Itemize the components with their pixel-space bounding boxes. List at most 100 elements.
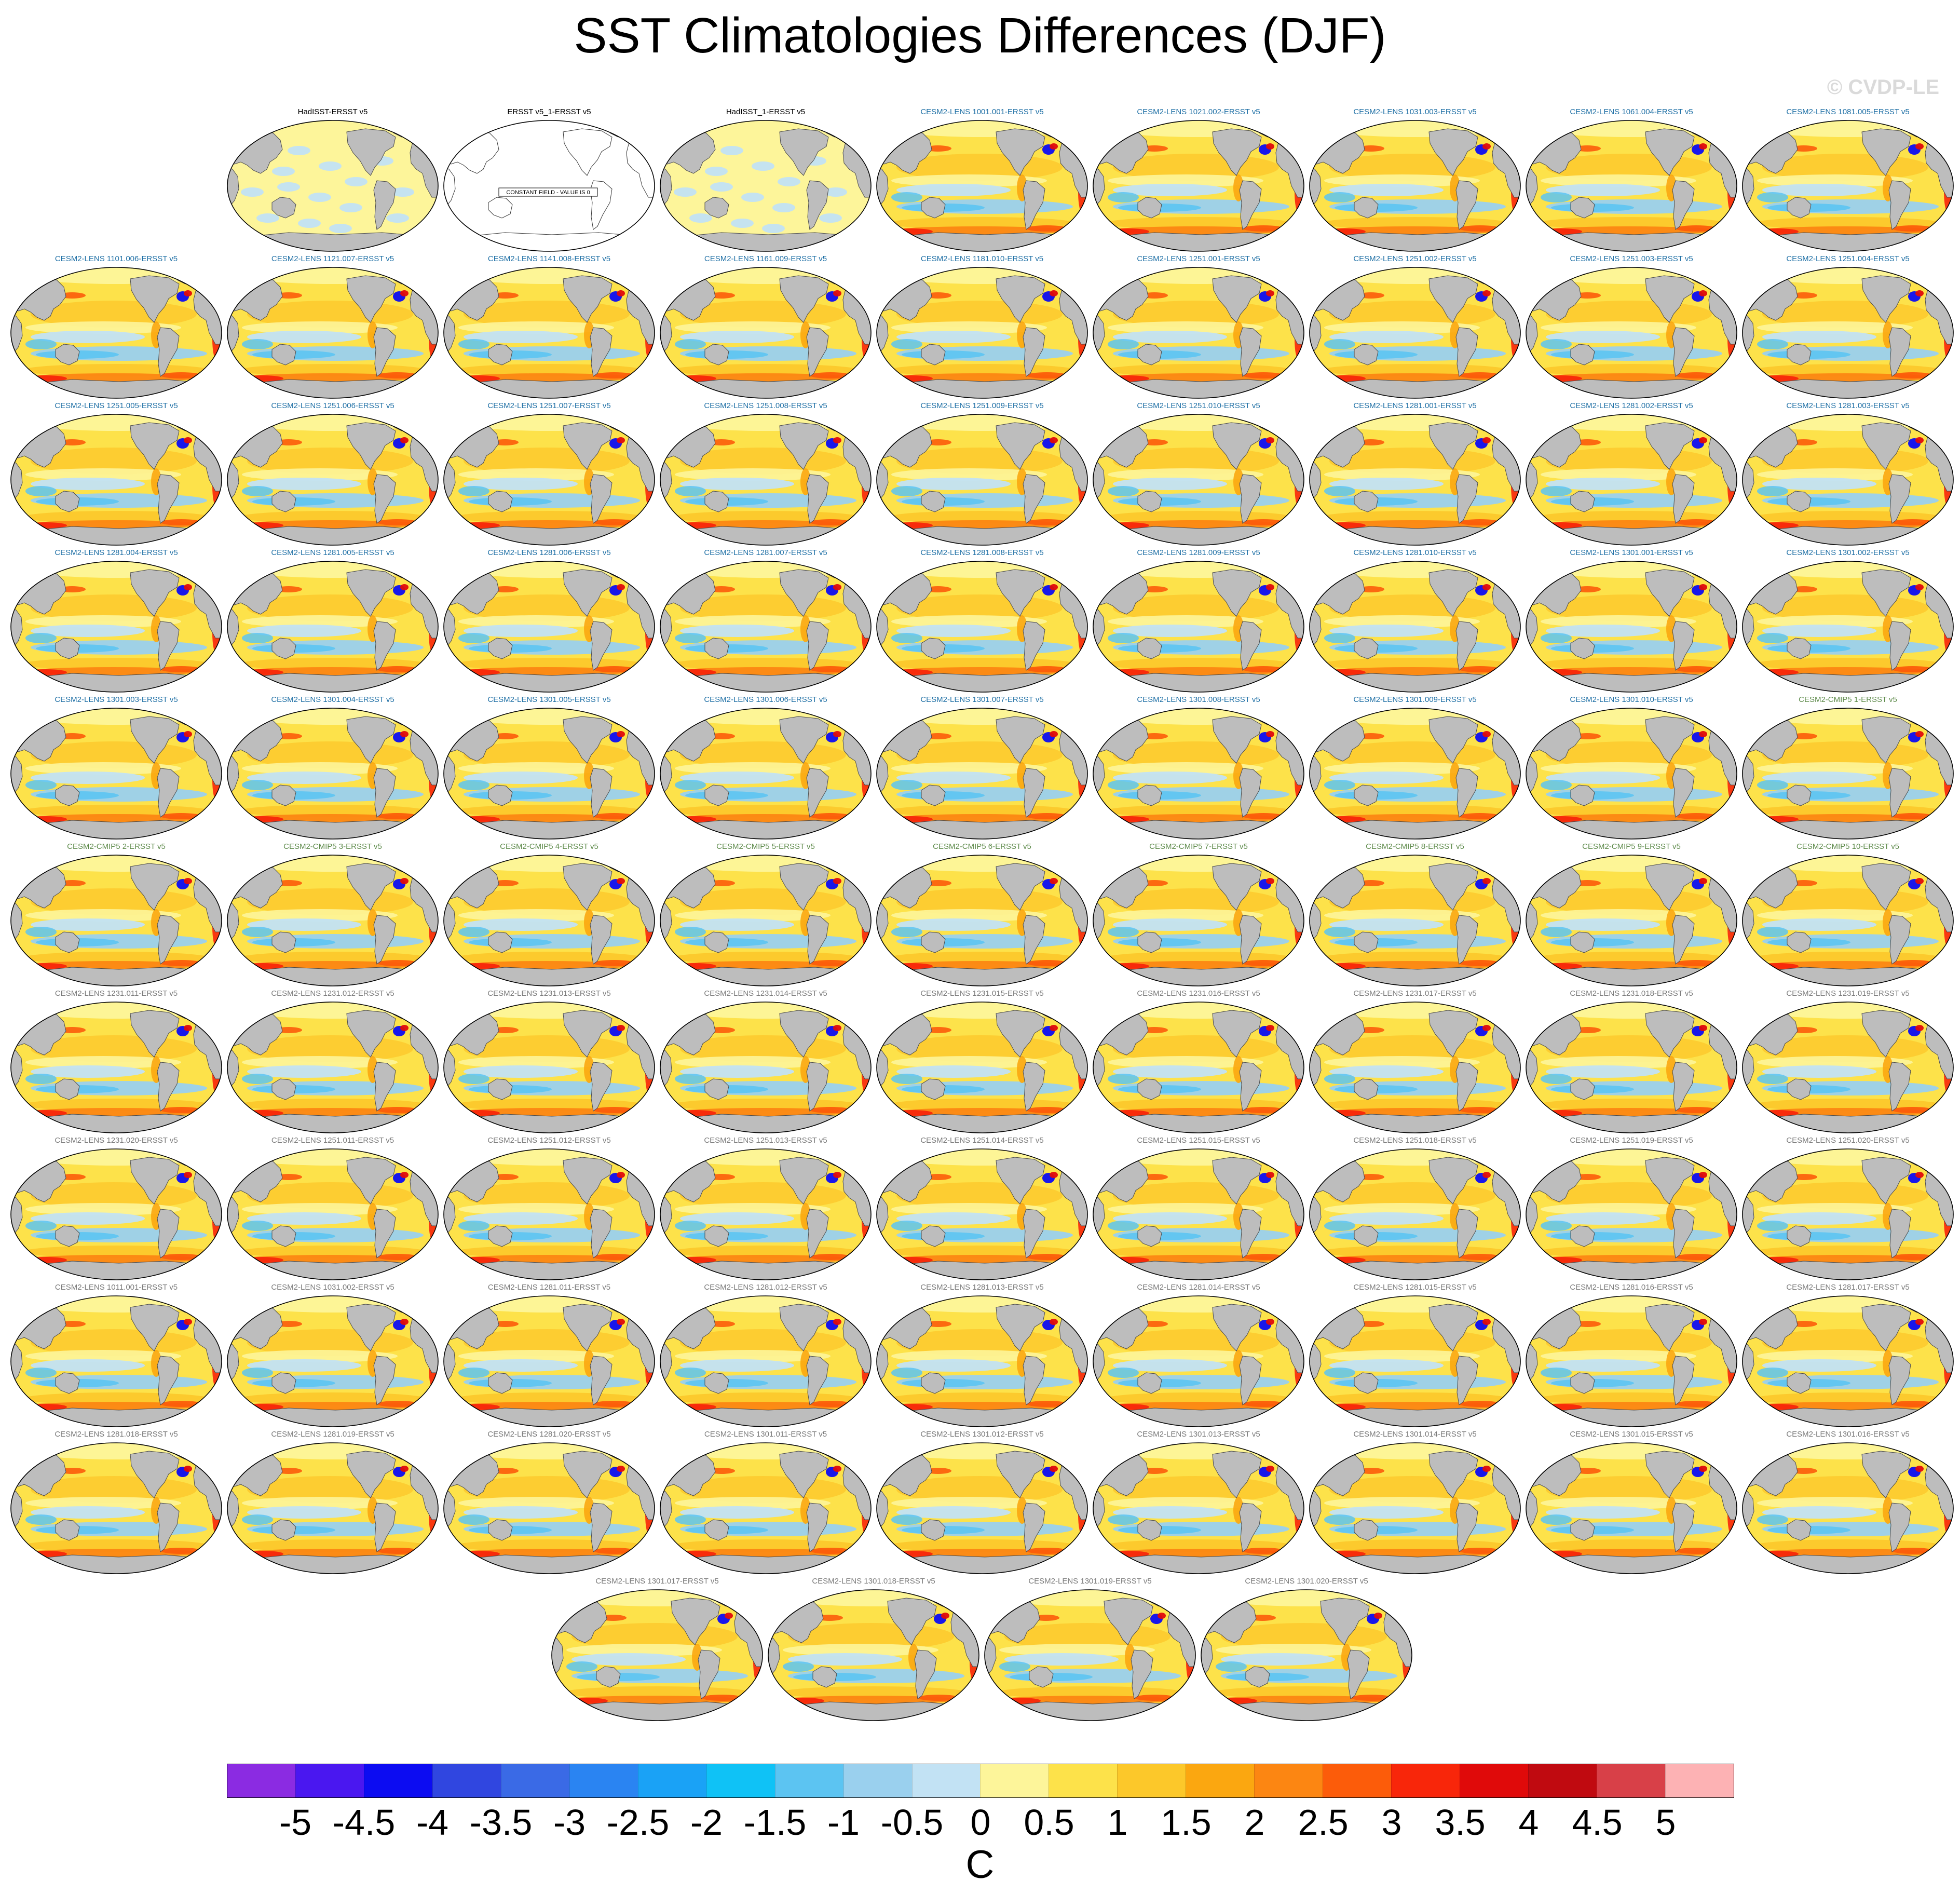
map-panel: CESM2-LENS 1301.001-ERSST v5 [1523,548,1739,695]
panel-title: CESM2-LENS 1251.005-ERSST v5 [55,401,178,410]
sst-difference-map [1201,1589,1412,1721]
sst-difference-map [876,1442,1088,1574]
map-panel: CESM2-CMIP5 1-ERSST v5 [1740,695,1956,842]
panel-title: CESM2-LENS 1161.009-ERSST v5 [704,254,827,263]
map-panel: CESM2-CMIP5 2-ERSST v5 [8,842,224,989]
panel-title: CESM2-LENS 1281.008-ERSST v5 [920,548,1044,557]
map-panel: CESM2-LENS 1301.003-ERSST v5 [8,695,224,842]
panel-title: CESM2-LENS 1011.001-ERSST v5 [55,1283,178,1292]
map-panel: CESM2-LENS 1251.003-ERSST v5 [1523,254,1739,401]
colorbar-tick-label: -5 [279,1802,312,1843]
colorbar-tick-label: -2.5 [606,1802,670,1843]
sst-difference-map [443,561,655,693]
map-panel: CESM2-LENS 1281.010-ERSST v5 [1307,548,1523,695]
colorbar-swatch [1049,1764,1118,1797]
map-panel: CESM2-LENS 1251.001-ERSST v5 [1091,254,1306,401]
map-panel: CESM2-LENS 1301.019-ERSST v5 [982,1576,1198,1724]
sst-difference-map [1742,1002,1954,1133]
panel-title: CESM2-CMIP5 3-ERSST v5 [283,842,382,851]
sst-difference-map [1526,120,1737,252]
panel-title: CESM2-LENS 1251.014-ERSST v5 [920,1136,1044,1145]
panel-title: CESM2-LENS 1121.007-ERSST v5 [271,254,394,263]
sst-difference-map [984,1589,1196,1721]
panel-title: CESM2-LENS 1251.008-ERSST v5 [704,401,827,410]
map-panel: CESM2-LENS 1301.007-ERSST v5 [874,695,1090,842]
panel-title: CESM2-CMIP5 8-ERSST v5 [1366,842,1464,851]
map-panel: CESM2-LENS 1031.002-ERSST v5 [225,1282,441,1430]
colorbar-tick-label: 0 [970,1802,991,1843]
sst-difference-map [227,1442,439,1574]
panel-title: CESM2-LENS 1301.004-ERSST v5 [271,695,394,704]
sst-difference-map [660,855,872,986]
panel-title: CESM2-LENS 1061.004-ERSST v5 [1570,107,1693,116]
map-panel: CESM2-LENS 1281.011-ERSST v5 [441,1282,657,1430]
sst-difference-map [1526,1148,1737,1280]
map-panel: CESM2-LENS 1181.010-ERSST v5 [874,254,1090,401]
colorbar-swatch [1117,1764,1186,1797]
colorbar-swatch [1186,1764,1255,1797]
map-panel: CESM2-LENS 1301.008-ERSST v5 [1091,695,1306,842]
sst-difference-map [876,267,1088,399]
map-panel: CESM2-LENS 1231.020-ERSST v5 [8,1135,224,1283]
map-panel: CESM2-LENS 1281.014-ERSST v5 [1091,1282,1306,1430]
colorbar-swatch [295,1764,364,1797]
sst-difference-map [660,561,872,693]
panel-title: CESM2-LENS 1301.018-ERSST v5 [812,1577,935,1586]
panel-title: CESM2-LENS 1251.009-ERSST v5 [920,401,1044,410]
map-panel: CESM2-LENS 1231.013-ERSST v5 [441,989,657,1136]
map-panel: CESM2-LENS 1121.007-ERSST v5 [225,254,441,401]
panel-title: CESM2-LENS 1251.020-ERSST v5 [1786,1136,1910,1145]
map-panel: CESM2-LENS 1231.017-ERSST v5 [1307,989,1523,1136]
colorbar-tick-label: 3.5 [1435,1802,1486,1843]
sst-difference-map [10,1295,222,1427]
panel-title: CESM2-LENS 1301.007-ERSST v5 [920,695,1044,704]
panel-title: CESM2-LENS 1231.015-ERSST v5 [920,989,1044,998]
panel-title: CESM2-LENS 1301.003-ERSST v5 [55,695,178,704]
panel-title: CESM2-LENS 1251.011-ERSST v5 [271,1136,394,1145]
map-panel: CESM2-LENS 1281.015-ERSST v5 [1307,1282,1523,1430]
panel-title: CESM2-LENS 1081.005-ERSST v5 [1786,107,1910,116]
panel-title: CESM2-LENS 1231.012-ERSST v5 [271,989,394,998]
svg-text:CONSTANT FIELD - VALUE IS 0: CONSTANT FIELD - VALUE IS 0 [506,190,590,196]
map-panel: CESM2-LENS 1301.014-ERSST v5 [1307,1429,1523,1577]
map-panel: CESM2-LENS 1281.017-ERSST v5 [1740,1282,1956,1430]
sst-difference-map [551,1589,763,1721]
sst-difference-map [227,120,439,252]
panel-title: ERSST v5_1-ERSST v5 [507,107,591,116]
map-panel: HadISST-ERSST v5 [225,107,441,254]
map-panel: CESM2-CMIP5 7-ERSST v5 [1091,842,1306,989]
map-panel: CESM2-LENS 1281.002-ERSST v5 [1523,401,1739,548]
map-panel: CESM2-LENS 1301.006-ERSST v5 [658,695,874,842]
sst-difference-map [660,1002,872,1133]
sst-difference-map [227,561,439,693]
sst-difference-map [1742,267,1954,399]
sst-difference-map [1093,1148,1304,1280]
panel-title: CESM2-LENS 1251.004-ERSST v5 [1786,254,1910,263]
map-panel: CESM2-LENS 1301.020-ERSST v5 [1199,1576,1414,1724]
panel-title: CESM2-LENS 1281.006-ERSST v5 [487,548,611,557]
colorbar-swatch [432,1764,501,1797]
sst-difference-map [876,414,1088,546]
sst-difference-map [443,1295,655,1427]
sst-difference-map: CONSTANT FIELD - VALUE IS 0 [443,120,655,252]
sst-difference-map [1309,120,1521,252]
sst-difference-map [227,855,439,986]
map-panel: CESM2-LENS 1281.005-ERSST v5 [225,548,441,695]
panel-title: CESM2-LENS 1281.004-ERSST v5 [55,548,178,557]
map-panel: CESM2-LENS 1161.009-ERSST v5 [658,254,874,401]
sst-difference-map [443,267,655,399]
panel-title: CESM2-LENS 1231.013-ERSST v5 [487,989,611,998]
panel-title: CESM2-LENS 1251.001-ERSST v5 [1137,254,1260,263]
map-panel: CESM2-LENS 1301.018-ERSST v5 [766,1576,982,1724]
sst-difference-map [1309,1442,1521,1574]
map-panel: CESM2-CMIP5 8-ERSST v5 [1307,842,1523,989]
sst-difference-map [1309,561,1521,693]
panel-title: CESM2-CMIP5 7-ERSST v5 [1149,842,1248,851]
sst-difference-map [660,708,872,840]
panel-title: CESM2-LENS 1301.002-ERSST v5 [1786,548,1910,557]
colorbar-swatch [911,1764,981,1797]
sst-difference-map [1309,1148,1521,1280]
map-panel: CESM2-LENS 1231.011-ERSST v5 [8,989,224,1136]
panel-title: CESM2-LENS 1231.014-ERSST v5 [704,989,827,998]
map-panel: CESM2-LENS 1231.016-ERSST v5 [1091,989,1306,1136]
